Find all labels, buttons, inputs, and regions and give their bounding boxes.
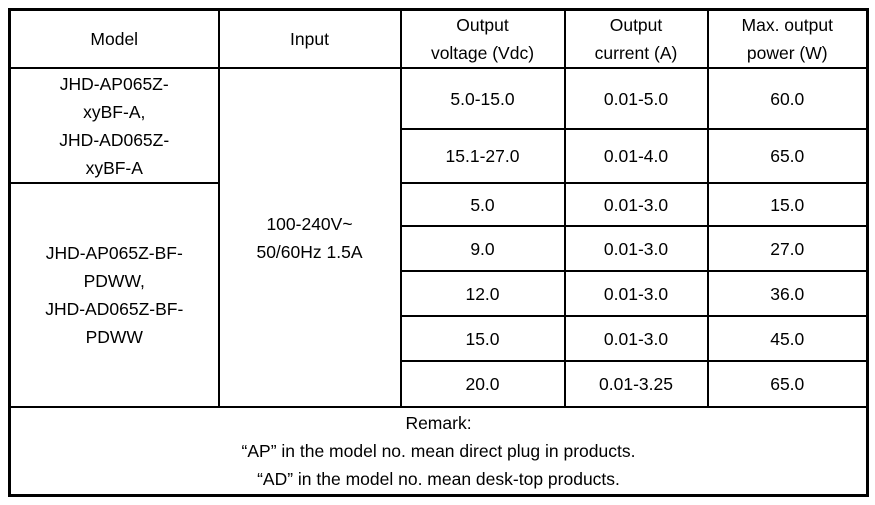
voltage-cell: 15.1-27.0 (399, 128, 566, 184)
power-cell: 27.0 (706, 225, 869, 272)
current-cell: 0.01-3.0 (563, 225, 709, 272)
voltage-cell: 9.0 (399, 225, 566, 272)
voltage-cell: 5.0 (399, 182, 566, 227)
header-row: Model Input Output voltage (Vdc) Output … (8, 8, 869, 69)
power-cell: 65.0 (706, 128, 869, 184)
current-cell: 0.01-3.0 (563, 270, 709, 317)
power-cell: 15.0 (706, 182, 869, 227)
voltage-cell: 15.0 (399, 315, 566, 362)
header-model: Model (8, 8, 220, 69)
voltage-cell: 20.0 (399, 360, 566, 408)
table-row: 15.0 0.01-3.0 45.0 (10, 315, 869, 362)
power-cell: 65.0 (706, 360, 869, 408)
current-cell: 0.01-3.0 (563, 315, 709, 362)
header-output-current: Output current (A) (563, 8, 709, 69)
header-output-voltage: Output voltage (Vdc) (399, 8, 566, 69)
table-row: 20.0 0.01-3.25 65.0 (10, 360, 869, 408)
remark-row: Remark: “AP” in the model no. mean direc… (8, 406, 869, 497)
remark-cell: Remark: “AP” in the model no. mean direc… (8, 406, 869, 497)
table-row: JHD-AP065Z-BF- PDWW, JHD-AD065Z-BF- PDWW… (8, 182, 869, 408)
current-cell: 0.01-3.0 (563, 182, 709, 227)
model-group-b-cell: JHD-AP065Z-BF- PDWW, JHD-AD065Z-BF- PDWW (8, 182, 220, 408)
voltage-cell: 5.0-15.0 (399, 67, 566, 130)
table-row: 15.1-27.0 0.01-4.0 65.0 (10, 128, 869, 184)
input-cell: 100-240V~ 50/60Hz 1.5A (217, 67, 402, 408)
model-group-a-cell: JHD-AP065Z- xyBF-A, JHD-AD065Z- xyBF-A (8, 67, 220, 184)
power-cell: 45.0 (706, 315, 869, 362)
current-cell: 0.01-3.25 (563, 360, 709, 408)
voltage-cell: 12.0 (399, 270, 566, 317)
header-max-output-power: Max. output power (W) (706, 8, 869, 69)
header-input: Input (217, 8, 402, 69)
table-row: 12.0 0.01-3.0 36.0 (10, 270, 869, 317)
power-cell: 36.0 (706, 270, 869, 317)
spec-table: Model Input Output voltage (Vdc) Output … (8, 8, 869, 497)
current-cell: 0.01-5.0 (563, 67, 709, 130)
current-cell: 0.01-4.0 (563, 128, 709, 184)
table-row: JHD-AP065Z- xyBF-A, JHD-AD065Z- xyBF-A 1… (8, 67, 869, 408)
table-row: 9.0 0.01-3.0 27.0 (10, 225, 869, 272)
power-cell: 60.0 (706, 67, 869, 130)
